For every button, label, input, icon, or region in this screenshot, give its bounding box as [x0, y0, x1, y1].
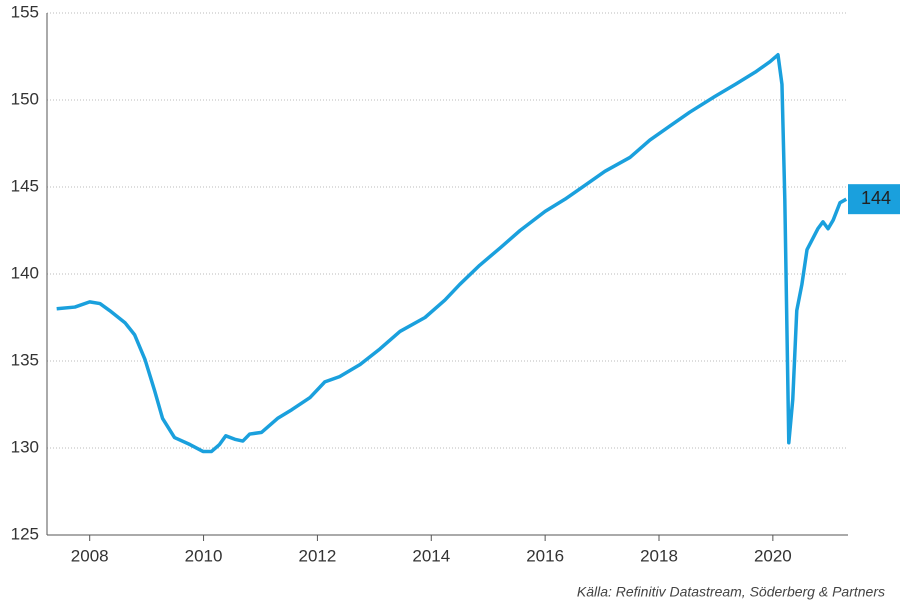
y-tick-label: 130	[11, 437, 39, 456]
x-tick-label: 2012	[299, 546, 337, 565]
y-tick-label: 135	[11, 350, 39, 369]
x-tick-label: 2016	[526, 546, 564, 565]
x-tick-label: 2008	[71, 546, 109, 565]
data-line	[56, 53, 848, 454]
end-label-box	[848, 184, 900, 215]
x-tick-label: 2014	[412, 546, 450, 565]
end-label: 144	[861, 188, 891, 208]
source-note: Källa: Refinitiv Datastream, Söderberg &…	[577, 584, 885, 600]
x-tick-label: 2020	[754, 546, 792, 565]
y-tick-label: 140	[11, 263, 39, 282]
x-tick-label: 2018	[640, 546, 678, 565]
y-tick-label: 125	[11, 524, 39, 543]
y-tick-label: 155	[11, 2, 39, 21]
x-tick-label: 2010	[185, 546, 223, 565]
y-tick-label: 150	[11, 89, 39, 108]
y-tick-label: 145	[11, 176, 39, 195]
